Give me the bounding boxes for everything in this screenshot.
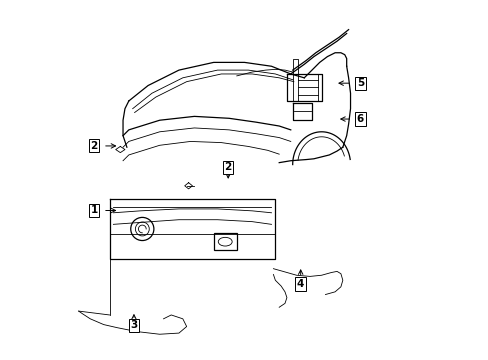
Text: 5: 5 (356, 78, 364, 88)
Text: 1: 1 (90, 206, 98, 216)
Bar (213, 233, 236, 250)
Text: 4: 4 (296, 279, 304, 289)
Text: 2: 2 (90, 141, 98, 151)
Text: 3: 3 (130, 320, 137, 330)
Text: 6: 6 (356, 114, 364, 124)
Text: 2: 2 (224, 162, 231, 172)
